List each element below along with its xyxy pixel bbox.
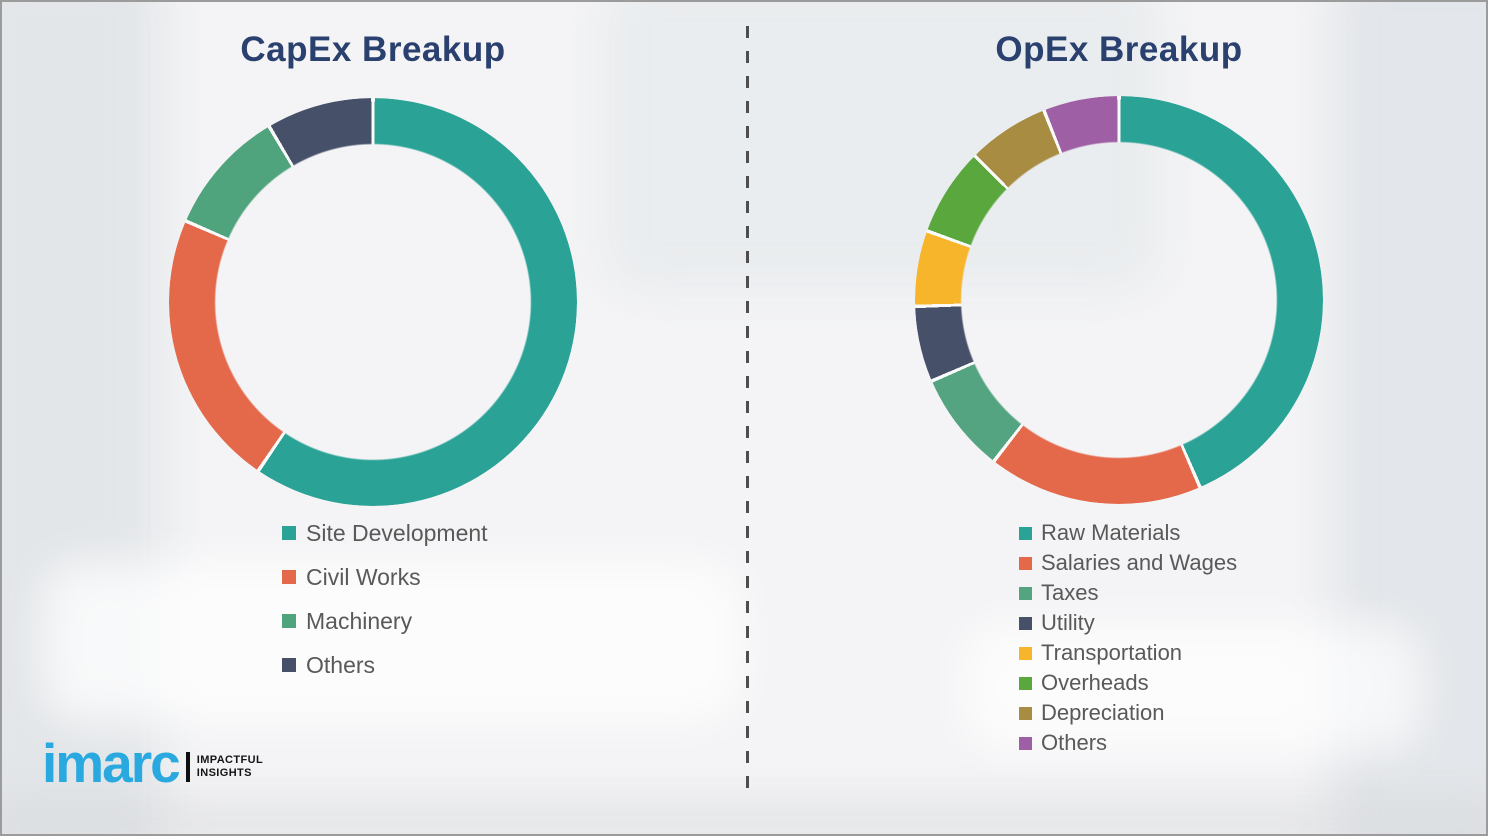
legend-item: Machinery	[282, 599, 488, 643]
capex-chart-title: CapEx Breakup	[240, 30, 506, 69]
legend-item: Civil Works	[282, 555, 488, 599]
legend-item: Site Development	[282, 511, 488, 555]
legend-swatch	[1019, 736, 1032, 750]
opex-donut-chart	[915, 96, 1323, 504]
background-texture	[1332, 2, 1486, 834]
legend-swatch	[282, 526, 296, 540]
legend-swatch	[1019, 616, 1032, 630]
legend-label: Overheads	[1041, 670, 1149, 695]
legend-swatch	[282, 570, 296, 584]
legend-label: Machinery	[306, 607, 413, 634]
legend-item: Utility	[1019, 608, 1237, 638]
legend-swatch	[1019, 676, 1032, 690]
legend-item: Others	[282, 643, 488, 687]
legend-label: Utility	[1041, 610, 1095, 635]
tagline-line2: INSIGHTS	[196, 767, 252, 779]
vertical-dashed-divider	[746, 26, 749, 792]
legend-item: Others	[1019, 728, 1237, 758]
logo-separator-bar	[185, 752, 190, 782]
capex-legend: Site Development Civil Works Machinery Othe…	[282, 511, 488, 687]
opex-chart-title: OpEx Breakup	[995, 30, 1243, 69]
background-texture	[2, 2, 162, 834]
imarc-tagline: IMPACTFUL INSIGHTS	[197, 754, 263, 780]
legend-swatch	[1019, 646, 1032, 660]
legend-label: Salaries and Wages	[1041, 550, 1238, 575]
legend-item: Transportation	[1019, 638, 1237, 668]
legend-label: Site Development	[306, 519, 488, 546]
legend-label: Others	[1041, 730, 1108, 755]
legend-item: Raw Materials	[1019, 518, 1237, 548]
legend-swatch	[282, 614, 296, 628]
legend-label: Others	[306, 651, 376, 678]
legend-item: Depreciation	[1019, 698, 1237, 728]
legend-swatch	[1019, 586, 1032, 600]
imarc-wordmark: imarc	[42, 732, 181, 794]
legend-label: Raw Materials	[1041, 520, 1181, 545]
legend-swatch	[1019, 526, 1032, 540]
capex-donut-chart	[169, 98, 577, 506]
legend-swatch	[1019, 706, 1032, 720]
legend-item: Taxes	[1019, 578, 1237, 608]
legend-label: Transportation	[1041, 640, 1183, 665]
legend-label: Civil Works	[306, 563, 421, 590]
legend-item: Salaries and Wages	[1019, 548, 1237, 578]
legend-swatch	[1019, 556, 1032, 570]
legend-label: Taxes	[1041, 580, 1099, 605]
background-texture	[2, 804, 1486, 834]
imarc-logo: imarc IMPACTFUL INSIGHTS	[42, 734, 263, 792]
opex-legend: Raw Materials Salaries and Wages Taxes Util…	[1019, 518, 1237, 758]
tagline-line1: IMPACTFUL	[196, 754, 264, 766]
legend-item: Overheads	[1019, 668, 1237, 698]
legend-label: Depreciation	[1041, 700, 1165, 725]
legend-swatch	[282, 658, 296, 672]
